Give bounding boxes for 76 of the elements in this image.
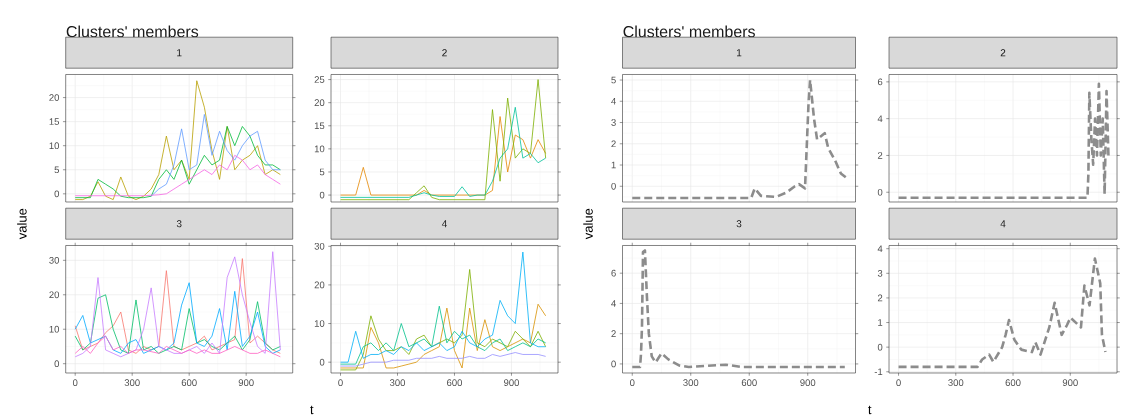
y-tick-label: 0 bbox=[54, 190, 60, 198]
y-tick-label: -1 bbox=[874, 368, 883, 376]
y-tick-label: 6 bbox=[611, 269, 616, 277]
y-tick-label: 0 bbox=[877, 188, 883, 196]
y-tick-label: 0 bbox=[319, 191, 325, 199]
chart-title: 4 bbox=[1000, 220, 1006, 228]
y-tick-label: 20 bbox=[314, 99, 325, 107]
line-series bbox=[74, 80, 281, 200]
y-tick-label: 2 bbox=[877, 152, 883, 159]
y-tick-label: 10 bbox=[49, 142, 60, 150]
y-tick-label: 20 bbox=[49, 94, 60, 101]
chart-title: 4 bbox=[441, 220, 447, 228]
line-series bbox=[630, 249, 847, 369]
y-axis-title: value bbox=[17, 208, 27, 240]
y-tick-label: 3 bbox=[877, 269, 883, 277]
y-tick-label: 15 bbox=[49, 118, 60, 125]
x-tick-label: 0 bbox=[72, 379, 78, 387]
y-tick-label: 10 bbox=[49, 325, 60, 333]
chart-title: 1 bbox=[177, 49, 182, 57]
x-tick-label: 300 bbox=[389, 379, 406, 387]
x-tick-label: 600 bbox=[741, 379, 757, 387]
x-tick-label: 600 bbox=[447, 379, 463, 387]
y-axis-title: value bbox=[583, 208, 593, 240]
text: Clusters' members bbox=[623, 25, 755, 38]
y-tick-label: 2 bbox=[611, 330, 616, 337]
chart-title: 3 bbox=[176, 220, 182, 228]
y-tick-label: 6 bbox=[877, 78, 883, 86]
chart-title: 2 bbox=[1000, 49, 1006, 57]
line-series bbox=[150, 114, 281, 197]
y-tick-label: 0 bbox=[877, 343, 883, 351]
y-tick-label: 0 bbox=[54, 360, 60, 368]
y-tick-label: 1 bbox=[611, 161, 616, 169]
y-tick-label: 25 bbox=[314, 76, 325, 83]
line-series bbox=[897, 82, 1110, 200]
x-tick-label: 600 bbox=[181, 379, 197, 387]
y-tick-label: 0 bbox=[611, 182, 616, 190]
x-tick-label: 0 bbox=[896, 379, 901, 387]
x-tick-label: 900 bbox=[238, 379, 254, 387]
line-series bbox=[897, 257, 1107, 369]
y-tick-label: 20 bbox=[314, 281, 325, 289]
y-tick-label: 2 bbox=[611, 140, 616, 148]
y-tick-label: 30 bbox=[49, 256, 60, 264]
y-tick-label: 5 bbox=[54, 166, 60, 174]
x-tick-label: 0 bbox=[338, 379, 343, 387]
chart-title: 1 bbox=[737, 49, 742, 57]
y-tick-label: 20 bbox=[49, 291, 60, 299]
x-tick-label: 900 bbox=[503, 379, 520, 387]
x-axis-title: t bbox=[310, 405, 314, 415]
line-series bbox=[630, 78, 848, 200]
x-axis-title: t bbox=[868, 405, 872, 415]
chart-title: 2 bbox=[442, 49, 447, 57]
x-tick-label: 0 bbox=[629, 379, 635, 387]
x-tick-label: 300 bbox=[124, 379, 140, 387]
line-series bbox=[340, 251, 547, 363]
x-tick-label: 300 bbox=[683, 379, 699, 387]
y-tick-label: 10 bbox=[314, 320, 325, 327]
y-tick-label: 4 bbox=[611, 98, 616, 105]
y-tick-label: 3 bbox=[611, 119, 616, 126]
chart-title: 3 bbox=[736, 220, 742, 228]
x-tick-label: 900 bbox=[800, 379, 816, 387]
text: Clusters' members bbox=[66, 25, 199, 38]
y-tick-label: 0 bbox=[319, 358, 325, 366]
y-tick-label: 4 bbox=[611, 300, 616, 307]
y-tick-label: 15 bbox=[314, 122, 325, 130]
y-tick-label: 0 bbox=[611, 360, 616, 368]
y-tick-label: 30 bbox=[314, 242, 325, 250]
x-tick-label: 600 bbox=[1005, 379, 1021, 387]
x-tick-label: 300 bbox=[948, 379, 964, 387]
y-tick-label: 4 bbox=[877, 245, 883, 252]
y-tick-label: 10 bbox=[314, 145, 325, 153]
y-tick-label: 1 bbox=[878, 319, 883, 326]
y-tick-label: 2 bbox=[877, 294, 883, 302]
x-tick-label: 900 bbox=[1062, 379, 1078, 387]
y-tick-label: 5 bbox=[611, 76, 616, 84]
y-tick-label: 4 bbox=[877, 115, 883, 122]
y-tick-label: 5 bbox=[319, 168, 325, 176]
